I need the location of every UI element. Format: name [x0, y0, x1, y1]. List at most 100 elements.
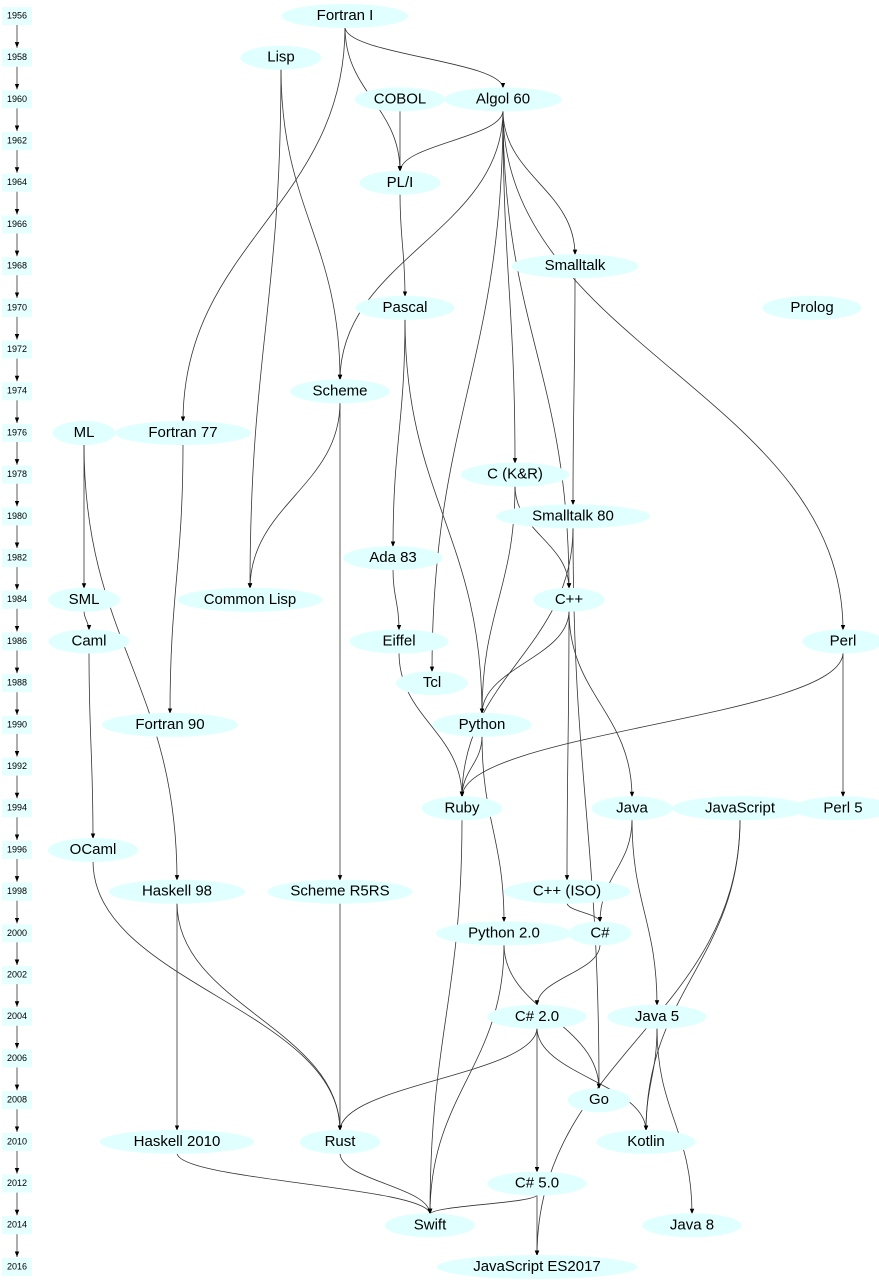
year-label: 2006 — [7, 1053, 27, 1063]
edge — [398, 652, 465, 798]
node-label: Java 5 — [635, 1008, 679, 1025]
year-box — [2, 549, 32, 568]
node — [267, 879, 413, 904]
edges — [81, 26, 846, 1257]
edge — [479, 610, 570, 714]
node-label: Fortran I — [317, 7, 374, 24]
node-label: Go — [589, 1091, 609, 1108]
edge — [536, 1027, 649, 1131]
edge — [176, 902, 343, 1131]
edge — [481, 735, 507, 923]
node-label: Common Lisp — [204, 591, 297, 608]
year-label: 1990 — [7, 719, 27, 729]
node — [591, 796, 673, 821]
edge — [167, 443, 184, 714]
year-label: 2008 — [7, 1095, 27, 1105]
node — [762, 295, 862, 320]
year-box — [2, 7, 32, 25]
year-box — [2, 590, 32, 609]
node-label: Scheme — [312, 382, 367, 399]
year-label: 1986 — [7, 636, 27, 646]
edge — [392, 569, 402, 631]
year-box — [2, 507, 32, 526]
year-label: 1980 — [7, 511, 27, 521]
year-box — [2, 1091, 32, 1110]
node — [299, 1129, 381, 1154]
edge — [280, 68, 343, 381]
node-label: Eiffel — [382, 632, 415, 649]
node — [607, 1004, 707, 1029]
edge — [502, 110, 846, 631]
node-label: C++ — [555, 591, 584, 608]
edge — [643, 1027, 658, 1131]
edge — [656, 1027, 695, 1215]
node — [48, 629, 130, 654]
node — [642, 1213, 742, 1238]
edge — [399, 193, 408, 297]
year-box — [2, 966, 32, 985]
node-label: Scheme R5RS — [290, 883, 389, 900]
year-box — [2, 674, 32, 693]
node-label: Fortran 90 — [135, 716, 204, 733]
node-label: JavaScript — [705, 799, 776, 816]
node — [385, 1213, 475, 1238]
node-label: COBOL — [374, 90, 427, 107]
node — [359, 170, 441, 195]
node-label: Pascal — [382, 299, 427, 316]
node — [487, 1171, 587, 1196]
year-label: 2000 — [7, 928, 27, 938]
node — [52, 421, 116, 445]
year-box — [2, 799, 32, 818]
node — [436, 921, 572, 946]
edge — [572, 527, 602, 1090]
node-label: Smalltalk 80 — [532, 507, 614, 524]
year-box — [2, 424, 32, 442]
node — [109, 879, 245, 904]
node — [240, 45, 322, 70]
node-label: PL/I — [387, 174, 414, 191]
node — [487, 1004, 587, 1029]
edge — [180, 26, 346, 423]
edge — [502, 110, 578, 256]
year-label: 1968 — [7, 261, 27, 271]
year-label: 1996 — [7, 844, 27, 854]
year-box — [2, 882, 32, 901]
year-box — [2, 1174, 32, 1193]
edge — [344, 26, 506, 89]
node-label: Smalltalk — [545, 257, 606, 274]
edge — [534, 944, 601, 1006]
node — [495, 504, 651, 529]
year-label: 1988 — [7, 678, 27, 688]
node-label: C (K&R) — [487, 466, 543, 483]
node — [568, 921, 632, 946]
node-label: C# 2.0 — [515, 1008, 559, 1025]
edge — [564, 610, 570, 881]
node-label: Perl 5 — [823, 799, 862, 816]
edge — [597, 819, 633, 923]
node — [349, 629, 449, 654]
year-box — [2, 1216, 32, 1235]
node-label: Prolog — [790, 299, 833, 316]
node — [281, 4, 409, 28]
node-label: Rust — [325, 1133, 357, 1150]
node-label: OCaml — [70, 841, 117, 858]
node-label: Swift — [414, 1216, 447, 1233]
edge — [459, 527, 574, 798]
node-label: Caml — [71, 632, 106, 649]
year-box — [2, 841, 32, 859]
edge — [566, 902, 603, 923]
node — [355, 87, 445, 112]
year-box — [2, 1049, 32, 1068]
year-box — [2, 90, 32, 109]
edge — [570, 277, 576, 506]
year-box — [2, 298, 32, 317]
year-label: 1972 — [7, 344, 27, 354]
year-label: 1956 — [7, 10, 27, 20]
node-label: Python — [459, 716, 506, 733]
year-label: 1964 — [7, 177, 27, 187]
edge — [459, 652, 844, 798]
year-box — [2, 465, 32, 484]
edge — [390, 318, 406, 548]
node-label: Algol 60 — [476, 90, 530, 107]
year-label: 2016 — [7, 1261, 27, 1271]
